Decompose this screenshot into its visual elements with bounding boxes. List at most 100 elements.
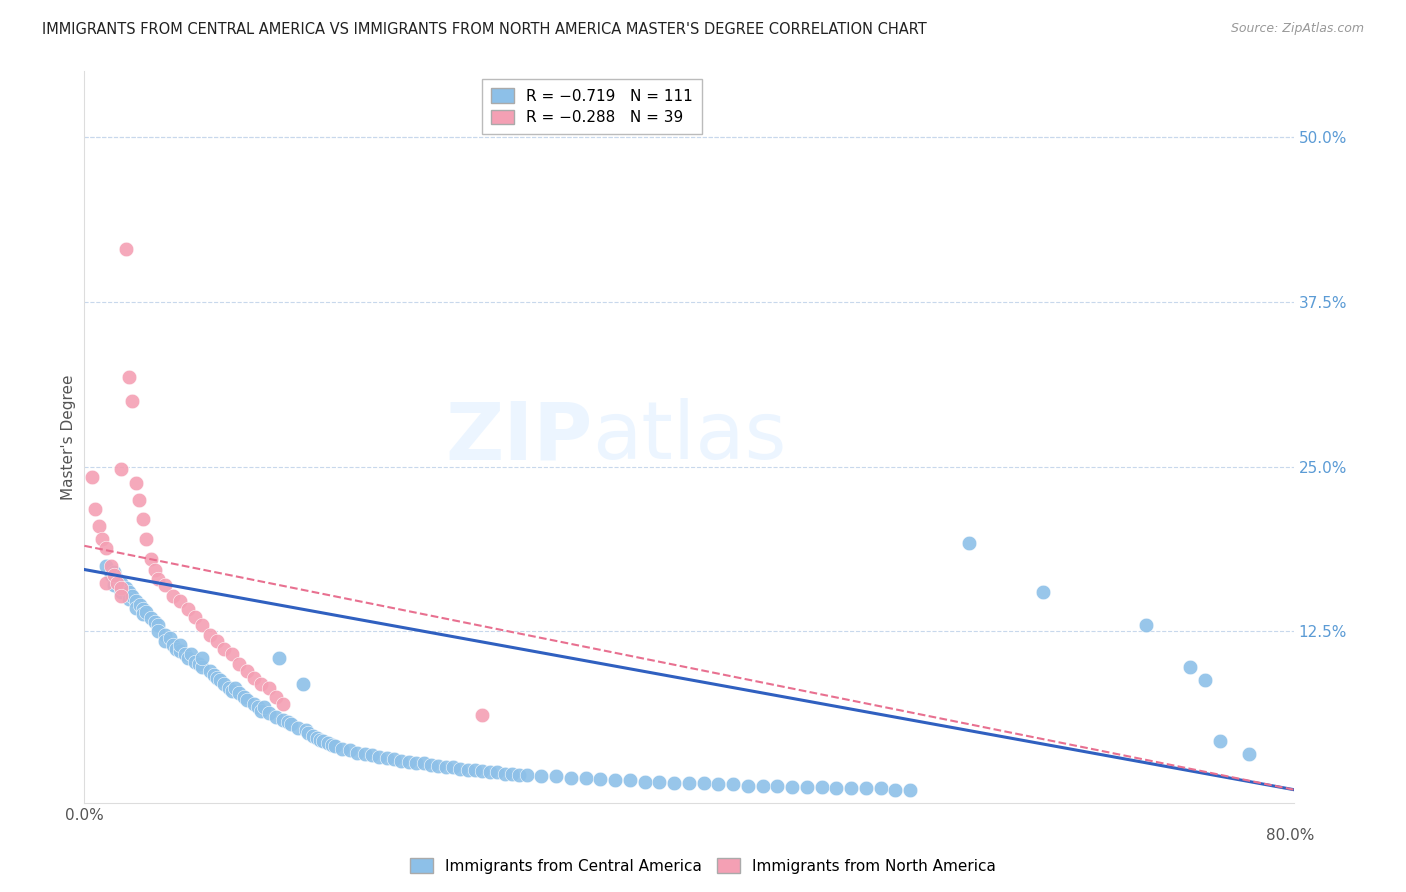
Point bbox=[184, 610, 207, 624]
Point bbox=[264, 690, 287, 705]
Point bbox=[1194, 673, 1216, 688]
Point bbox=[405, 756, 427, 771]
Point bbox=[143, 562, 166, 576]
Point bbox=[449, 762, 471, 776]
Point bbox=[162, 589, 184, 603]
Point bbox=[198, 628, 221, 642]
Point bbox=[105, 575, 128, 590]
Point bbox=[139, 611, 162, 625]
Point bbox=[508, 768, 530, 782]
Point bbox=[589, 772, 612, 786]
Point bbox=[146, 618, 169, 632]
Point bbox=[575, 771, 598, 785]
Point bbox=[96, 541, 118, 556]
Point bbox=[91, 533, 114, 547]
Point bbox=[191, 650, 214, 665]
Point bbox=[218, 681, 240, 695]
Point bbox=[605, 773, 627, 788]
Point bbox=[125, 475, 148, 490]
Point bbox=[169, 638, 191, 652]
Point bbox=[139, 552, 162, 566]
Point bbox=[648, 774, 671, 789]
Point bbox=[132, 512, 155, 526]
Point bbox=[478, 765, 501, 780]
Point bbox=[235, 693, 257, 707]
Point bbox=[208, 673, 231, 688]
Point bbox=[267, 650, 290, 665]
Point bbox=[191, 660, 214, 674]
Point bbox=[1209, 734, 1232, 748]
Point bbox=[176, 650, 198, 665]
Point bbox=[546, 769, 568, 783]
Point bbox=[457, 763, 479, 777]
Point bbox=[368, 749, 391, 764]
Point bbox=[132, 602, 155, 616]
Point bbox=[316, 737, 339, 751]
Point bbox=[810, 780, 832, 794]
Point bbox=[471, 707, 494, 722]
Text: ZIP: ZIP bbox=[444, 398, 592, 476]
Point bbox=[678, 776, 700, 790]
Point bbox=[516, 768, 538, 782]
Point bbox=[361, 748, 384, 763]
Point bbox=[143, 615, 166, 630]
Point bbox=[125, 600, 148, 615]
Point bbox=[257, 706, 280, 721]
Point bbox=[100, 567, 122, 582]
Point bbox=[339, 743, 361, 757]
Point bbox=[243, 671, 266, 685]
Point bbox=[165, 641, 187, 656]
Point bbox=[307, 731, 329, 746]
Point bbox=[766, 779, 789, 793]
Point bbox=[634, 774, 657, 789]
Point bbox=[135, 605, 157, 619]
Point bbox=[464, 763, 486, 777]
Point bbox=[146, 624, 169, 639]
Point bbox=[692, 776, 714, 790]
Point bbox=[353, 747, 375, 761]
Point bbox=[155, 633, 177, 648]
Point bbox=[312, 734, 335, 748]
Point bbox=[309, 732, 332, 747]
Point bbox=[280, 716, 302, 731]
Point bbox=[253, 699, 276, 714]
Point bbox=[486, 765, 509, 780]
Y-axis label: Master's Degree: Master's Degree bbox=[60, 375, 76, 500]
Point bbox=[228, 657, 250, 672]
Point bbox=[96, 575, 118, 590]
Point bbox=[825, 781, 848, 796]
Point bbox=[346, 746, 368, 760]
Point bbox=[132, 607, 155, 622]
Point bbox=[250, 704, 273, 718]
Point bbox=[162, 638, 184, 652]
Point bbox=[155, 628, 177, 642]
Point bbox=[321, 738, 343, 752]
Point bbox=[125, 594, 148, 608]
Text: Source: ZipAtlas.com: Source: ZipAtlas.com bbox=[1230, 22, 1364, 36]
Point bbox=[110, 589, 132, 603]
Point bbox=[221, 683, 243, 698]
Point bbox=[110, 585, 132, 599]
Point bbox=[83, 502, 105, 516]
Point bbox=[560, 771, 582, 785]
Point bbox=[110, 575, 132, 590]
Point bbox=[117, 585, 139, 599]
Point bbox=[501, 766, 523, 780]
Point bbox=[382, 752, 405, 766]
Point bbox=[232, 690, 254, 705]
Point bbox=[176, 602, 198, 616]
Point bbox=[441, 760, 464, 774]
Point bbox=[494, 766, 516, 780]
Point bbox=[155, 578, 177, 592]
Point bbox=[1239, 747, 1261, 761]
Point bbox=[332, 741, 354, 756]
Point bbox=[191, 618, 214, 632]
Point bbox=[294, 723, 316, 738]
Point bbox=[737, 779, 759, 793]
Point bbox=[619, 773, 641, 788]
Point bbox=[80, 470, 103, 484]
Point bbox=[103, 565, 125, 579]
Point bbox=[412, 756, 434, 771]
Text: atlas: atlas bbox=[592, 398, 786, 476]
Point bbox=[898, 782, 921, 797]
